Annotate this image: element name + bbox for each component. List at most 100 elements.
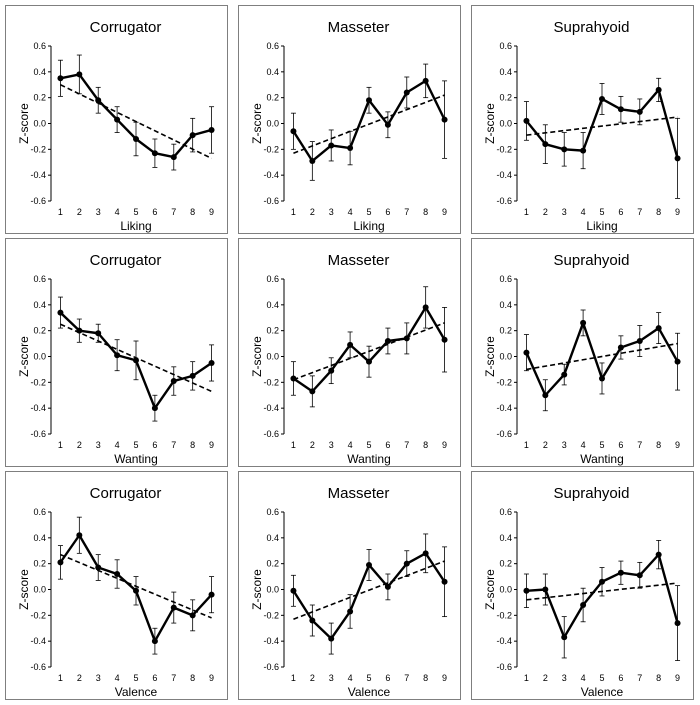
chart-panel-2: Masseter 0.6 0.4 0.2 0.0 -0.2 -0.4 -0.6 Z-score 1… [238, 5, 461, 234]
x-tick-label: 6 [152, 673, 157, 683]
data-point [384, 338, 391, 344]
y-tick-label: 0.6 [33, 274, 46, 284]
x-tick-label: 7 [171, 440, 176, 450]
chart-svg: Masseter 0.6 0.4 0.2 0.0 -0.2 -0.4 -0.6 Z-score 1… [250, 19, 448, 233]
x-axis-label: Wanting [114, 452, 158, 466]
chart-panel-4: Corrugator 0.6 0.4 0.2 0.0 -0.2 -0.4 -0.6 Z-scor… [5, 238, 228, 467]
x-tick-label: 9 [209, 673, 214, 683]
trend-line [60, 84, 212, 160]
y-tick-label: 0.2 [266, 326, 279, 336]
data-point [384, 121, 391, 128]
data-point [384, 583, 391, 590]
x-axis-label: Liking [120, 219, 151, 233]
y-tick-label: 0.4 [33, 67, 46, 77]
trend-line [293, 94, 445, 154]
data-point [523, 117, 530, 124]
data-point [347, 341, 354, 348]
chart-panel-7: Corrugator 0.6 0.4 0.2 0.0 -0.2 -0.4 -0.6 Z-scor… [5, 471, 228, 700]
y-axis-label: Z-score [250, 103, 264, 144]
y-tick-label: 0.6 [266, 507, 279, 517]
x-tick-label: 8 [190, 207, 195, 217]
data-point [655, 86, 662, 93]
data-point [599, 375, 605, 382]
x-tick-label: 9 [675, 440, 680, 450]
data-point [617, 106, 624, 113]
y-tick-label: -0.4 [263, 636, 279, 646]
data-point [76, 71, 83, 78]
x-tick-label: 3 [562, 673, 567, 683]
y-tick-label: 0.0 [266, 119, 279, 129]
trend-line [60, 553, 212, 619]
data-point [133, 587, 139, 594]
chart-svg: Masseter 0.6 0.4 0.2 0.0 -0.2 -0.4 -0.6 Z-score 1… [250, 485, 448, 699]
data-point [290, 375, 297, 382]
y-tick-label: -0.2 [263, 144, 279, 154]
x-tick-label: 5 [366, 673, 371, 683]
trend-line [293, 560, 445, 620]
y-tick-label: -0.2 [496, 377, 512, 387]
data-point [57, 559, 64, 566]
y-tick-label: 0.2 [33, 326, 46, 336]
x-tick-label: 6 [618, 440, 623, 450]
data-point [208, 591, 215, 598]
x-tick-label: 8 [190, 440, 195, 450]
x-tick-label: 7 [171, 673, 176, 683]
trend-line [526, 582, 678, 601]
x-tick-label: 2 [543, 440, 548, 450]
x-tick-label: 9 [442, 673, 447, 683]
data-point [422, 304, 429, 311]
x-tick-label: 2 [310, 673, 315, 683]
data-point [290, 587, 297, 594]
panel-title: Masseter [328, 19, 390, 36]
y-tick-label: -0.6 [496, 662, 512, 672]
y-tick-label: -0.2 [30, 144, 46, 154]
x-tick-label: 5 [599, 207, 604, 217]
data-point [328, 367, 335, 374]
x-tick-label: 5 [366, 207, 371, 217]
y-tick-label: 0.2 [266, 559, 279, 569]
y-tick-label: -0.6 [30, 662, 46, 672]
panel-title: Corrugator [90, 485, 162, 502]
x-axis-label: Liking [586, 219, 617, 233]
y-tick-label: 0.0 [499, 352, 512, 362]
x-axis-label: Wanting [347, 452, 391, 466]
x-tick-label: 6 [152, 207, 157, 217]
data-point [328, 142, 335, 149]
y-tick-label: -0.2 [496, 610, 512, 620]
y-tick-label: -0.4 [30, 636, 46, 646]
data-point [561, 634, 568, 641]
trend-line [293, 322, 445, 381]
chart-panel-8: Masseter 0.6 0.4 0.2 0.0 -0.2 -0.4 -0.6 Z-score 1… [238, 471, 461, 700]
x-axis-label: Wanting [580, 452, 624, 466]
x-tick-label: 6 [618, 673, 623, 683]
x-tick-label: 8 [656, 673, 661, 683]
data-point [636, 572, 643, 579]
x-tick-label: 4 [348, 207, 353, 217]
x-tick-label: 5 [133, 673, 138, 683]
y-tick-label: 0.4 [266, 300, 279, 310]
data-point [422, 77, 429, 84]
y-tick-label: 0.4 [33, 300, 46, 310]
y-tick-label: -0.4 [496, 170, 512, 180]
data-point [366, 97, 372, 104]
x-tick-label: 6 [385, 207, 390, 217]
panel-title: Masseter [328, 252, 390, 269]
panel-title: Corrugator [90, 252, 162, 269]
data-point [366, 561, 372, 568]
data-point [208, 359, 215, 366]
x-tick-label: 3 [96, 207, 101, 217]
x-tick-label: 6 [152, 440, 157, 450]
x-tick-label: 8 [190, 673, 195, 683]
x-tick-label: 4 [348, 673, 353, 683]
x-tick-label: 8 [423, 673, 428, 683]
data-point [674, 155, 681, 162]
data-point [599, 95, 605, 102]
x-tick-label: 9 [442, 207, 447, 217]
y-axis-label: Z-score [17, 103, 31, 144]
x-tick-label: 1 [524, 673, 529, 683]
panel-title: Suprahyoid [554, 19, 630, 36]
panel-title: Suprahyoid [554, 252, 630, 269]
chart-svg: Corrugator 0.6 0.4 0.2 0.0 -0.2 -0.4 -0.6 Z-scor… [17, 19, 215, 233]
data-point [114, 571, 121, 577]
y-tick-label: -0.4 [263, 170, 279, 180]
